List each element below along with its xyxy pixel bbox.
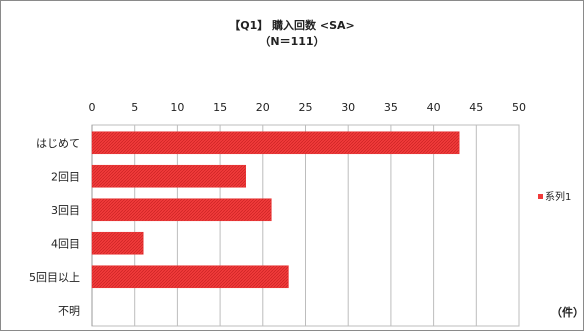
x-tick-label: 30 bbox=[341, 101, 355, 114]
bar bbox=[91, 131, 460, 155]
bar bbox=[91, 164, 246, 188]
x-tick-label: 0 bbox=[89, 101, 96, 114]
legend-swatch bbox=[538, 194, 543, 199]
chart-title-block: 【Q1】 購入回数 <SA> （N＝111） bbox=[0, 18, 584, 50]
category-label: はじめて bbox=[36, 137, 80, 150]
bar bbox=[91, 265, 289, 289]
category-label: 4回目 bbox=[51, 237, 80, 250]
x-tick-label: 20 bbox=[256, 101, 270, 114]
category-label: 2回目 bbox=[51, 170, 80, 183]
gridlines bbox=[91, 124, 520, 327]
x-tick-label: 45 bbox=[469, 101, 483, 114]
x-tick-label: 10 bbox=[170, 101, 184, 114]
x-tick-label: 50 bbox=[512, 101, 526, 114]
x-tick-label: 25 bbox=[299, 101, 313, 114]
chart-title: 【Q1】 購入回数 <SA> bbox=[229, 19, 355, 32]
x-axis-ticks: 0 5 10 15 20 25 30 35 40 45 50 bbox=[89, 101, 527, 114]
legend-label: 系列1 bbox=[545, 190, 571, 203]
category-label: 3回目 bbox=[51, 204, 80, 217]
x-tick-label: 40 bbox=[427, 101, 441, 114]
category-label: 不明 bbox=[58, 304, 80, 317]
category-label: 5回目以上 bbox=[29, 271, 80, 284]
x-tick-label: 15 bbox=[213, 101, 227, 114]
bar bbox=[91, 198, 272, 222]
unit-label: （件） bbox=[551, 306, 584, 319]
x-tick-label: 35 bbox=[384, 101, 398, 114]
bars bbox=[91, 131, 460, 289]
chart-subtitle: （N＝111） bbox=[259, 35, 325, 48]
x-tick-label: 5 bbox=[131, 101, 138, 114]
bar bbox=[91, 231, 144, 255]
legend: 系列1 bbox=[538, 190, 571, 203]
